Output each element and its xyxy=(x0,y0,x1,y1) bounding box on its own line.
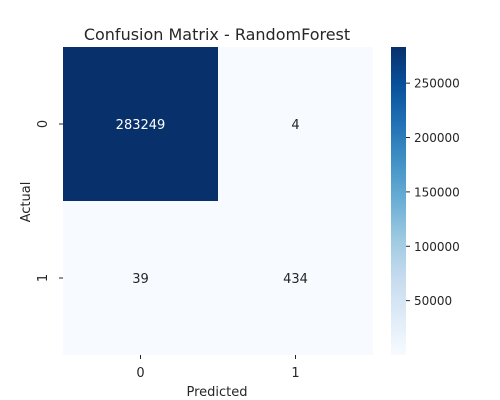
cell-annotation: 434 xyxy=(283,272,308,287)
heatmap-cell xyxy=(63,47,218,201)
cell-annotation: 4 xyxy=(291,118,299,133)
heatmap-cells xyxy=(63,47,373,355)
y-tick-label: 0 xyxy=(36,120,51,128)
heatmap-cell xyxy=(63,201,218,355)
colorbar-tick-label: 250000 xyxy=(414,77,460,91)
cell-annotation: 39 xyxy=(132,272,149,287)
heatmap-cell xyxy=(218,201,373,355)
x-tick-label: 0 xyxy=(136,366,144,381)
y-axis: 01 xyxy=(36,120,63,282)
x-tick-label: 1 xyxy=(291,366,299,381)
cell-annotation: 283249 xyxy=(116,118,166,133)
x-axis-label: Predicted xyxy=(186,385,247,400)
colorbar xyxy=(391,47,406,355)
y-tick-label: 1 xyxy=(36,274,51,282)
y-axis-label: Actual xyxy=(19,182,34,223)
colorbar-tick-label: 100000 xyxy=(414,240,460,254)
heatmap-cell xyxy=(218,47,373,201)
cell-annotations: 283249 4 39 434 xyxy=(116,118,308,287)
colorbar-tick-label: 200000 xyxy=(414,131,460,145)
colorbar-ticks: 50000 100000 150000 200000 250000 xyxy=(406,77,460,308)
chart-title: Confusion Matrix - RandomForest xyxy=(84,25,350,44)
colorbar-tick-label: 50000 xyxy=(414,294,452,308)
colorbar-tick-label: 150000 xyxy=(414,185,460,199)
